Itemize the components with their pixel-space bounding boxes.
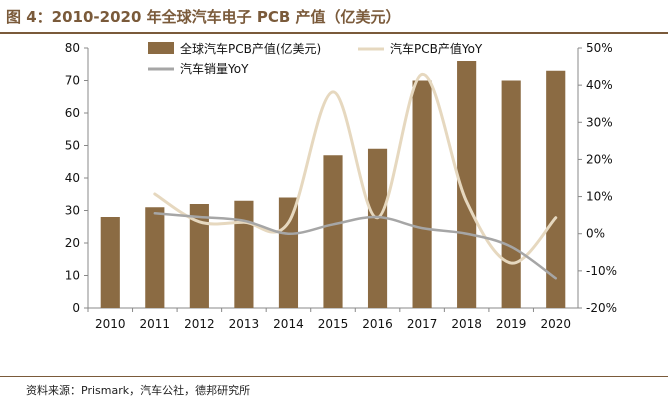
bar-2015 bbox=[323, 155, 343, 308]
x-tick-label: 2012 bbox=[184, 317, 215, 331]
bar-2014 bbox=[278, 197, 299, 308]
legend-item-sales-yoy-label: 汽车销量YoY bbox=[180, 61, 249, 76]
bar-2012 bbox=[189, 204, 209, 308]
bar-2016 bbox=[367, 148, 388, 308]
lines-layer bbox=[153, 72, 558, 280]
left-tick-label: 30 bbox=[65, 204, 80, 218]
x-tick-label: 2011 bbox=[140, 317, 171, 331]
x-tick-label: 2017 bbox=[407, 317, 438, 331]
x-tick-label: 2013 bbox=[229, 317, 260, 331]
right-tick-label: 20% bbox=[586, 152, 613, 166]
x-tick-label: 2016 bbox=[362, 317, 393, 331]
axes-layer: 0 10 20 30 40 50 60 70 80 -20% -10% 0% 10% 20% 30% 40% 5… bbox=[65, 41, 617, 331]
bar-2019 bbox=[501, 80, 521, 308]
pcb-yoy-line bbox=[153, 72, 558, 265]
x-tick-label: 2020 bbox=[540, 317, 571, 331]
title-divider bbox=[0, 32, 668, 34]
right-tick-label: -10% bbox=[586, 264, 617, 278]
legend-item-pcb-value-swatch bbox=[148, 42, 174, 54]
legend: 全球汽车PCB产值(亿美元) 汽车PCB产值YoY 汽车销量YoY bbox=[148, 41, 483, 76]
x-tick-label: 2015 bbox=[318, 317, 349, 331]
bar-2017 bbox=[412, 80, 432, 308]
bar-2011 bbox=[145, 207, 165, 308]
left-tick-label: 60 bbox=[65, 106, 80, 120]
right-tick-label: -20% bbox=[586, 301, 617, 315]
right-tick-label: 40% bbox=[586, 78, 613, 92]
x-tick-label: 2018 bbox=[451, 317, 482, 331]
x-tick-label: 2019 bbox=[496, 317, 527, 331]
x-tick-label: 2014 bbox=[273, 317, 304, 331]
left-tick-label: 70 bbox=[65, 74, 80, 88]
right-tick-label: 50% bbox=[586, 41, 613, 55]
figure-title: 图 4：2010-2020 年全球汽车电子 PCB 产值（亿美元） bbox=[6, 8, 401, 26]
right-tick-label: 0% bbox=[586, 227, 605, 241]
bar-2013 bbox=[234, 200, 254, 308]
left-tick-label: 80 bbox=[65, 41, 80, 55]
bar-2020 bbox=[546, 70, 566, 308]
left-tick-label: 40 bbox=[65, 171, 80, 185]
bar-2018 bbox=[457, 61, 477, 308]
sales-yoy-line bbox=[153, 212, 557, 280]
source-note: 资料来源：Prismark，汽车公社，德邦研究所 bbox=[26, 384, 251, 397]
left-tick-label: 0 bbox=[72, 301, 80, 315]
left-tick-label: 20 bbox=[65, 236, 80, 250]
bars-layer bbox=[100, 61, 566, 308]
bar-2010 bbox=[100, 217, 120, 308]
left-tick-label: 10 bbox=[65, 269, 80, 283]
combo-chart: 0 10 20 30 40 50 60 70 80 -20% -10% 0% 10% 20% 30% 40% 5… bbox=[65, 41, 617, 331]
legend-item-pcb-value-label: 全球汽车PCB产值(亿美元) bbox=[180, 41, 321, 56]
right-tick-label: 30% bbox=[586, 115, 613, 129]
x-tick-label: 2010 bbox=[95, 317, 126, 331]
source-divider bbox=[0, 376, 668, 377]
legend-item-pcb-yoy-label: 汽车PCB产值YoY bbox=[390, 41, 483, 56]
left-tick-label: 50 bbox=[65, 139, 80, 153]
right-tick-label: 10% bbox=[586, 190, 613, 204]
